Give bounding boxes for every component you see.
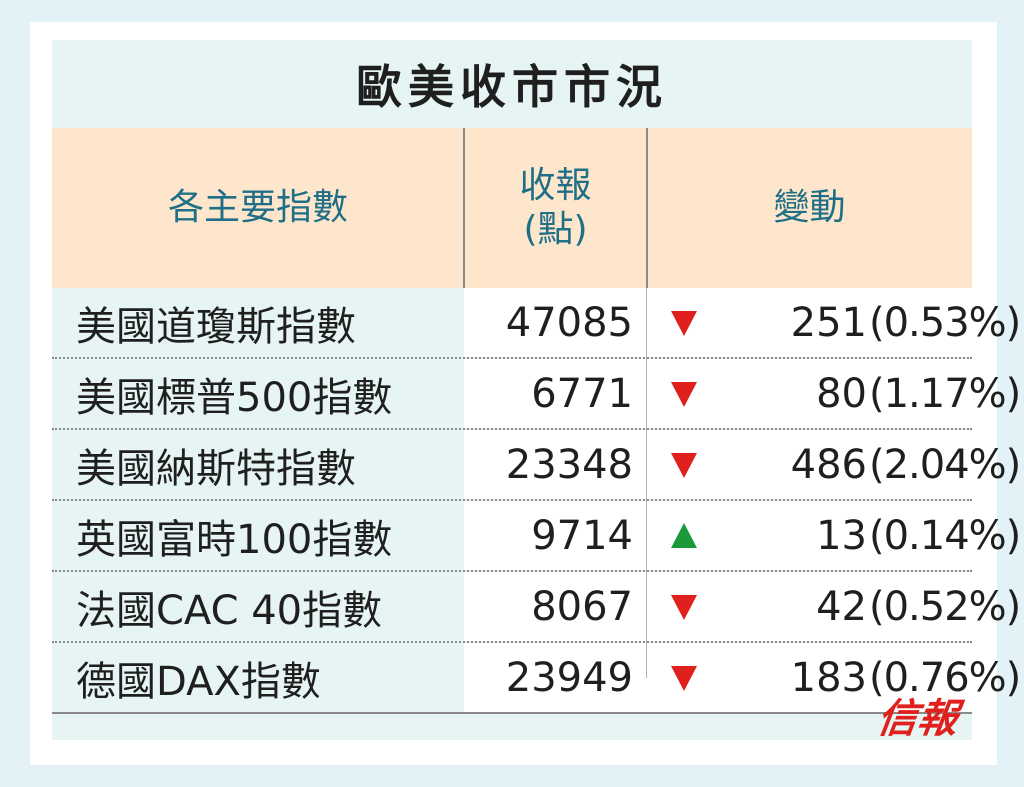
table-row: 德國DAX指數 23949 183 (0.76%): [52, 643, 1021, 714]
close-value: 23348: [464, 430, 647, 499]
change-cell: 251 (0.53%): [647, 288, 1021, 357]
index-name: 美國道瓊斯指數: [52, 288, 464, 357]
index-name: 法國CAC 40指數: [52, 572, 464, 641]
change-points: 486: [790, 441, 867, 488]
change-points: 183: [790, 654, 867, 701]
header-change-label: 變動: [773, 187, 846, 228]
change-percent: (0.53%): [869, 299, 1021, 346]
triangle-down-icon: [671, 595, 697, 620]
triangle-down-icon: [671, 453, 697, 478]
change-cell: 183 (0.76%): [647, 643, 1021, 712]
change-percent: (0.52%): [869, 583, 1021, 630]
index-name: 美國標普500指數: [52, 359, 464, 428]
triangle-down-icon: [671, 666, 697, 691]
footer: 信報: [52, 680, 972, 742]
market-table-panel: 歐美收市市況 各主要指數 收報 (點) 變動 美國道瓊斯指數 47085 251 (0…: [52, 40, 1021, 742]
table-row: 英國富時100指數 9714 13 (0.14%): [52, 501, 1021, 572]
change-cell: 486 (2.04%): [647, 430, 1021, 499]
change-percent: (2.04%): [869, 441, 1021, 488]
logo: 信報: [874, 695, 961, 742]
index-name: 美國納斯特指數: [52, 430, 464, 499]
header-index-name-label: 各主要指數: [167, 187, 348, 228]
header-close-unit: (點): [523, 209, 588, 250]
column-divider: [463, 128, 465, 288]
index-name: 英國富時100指數: [52, 501, 464, 570]
header-change: 變動: [647, 128, 972, 288]
table-row: 美國道瓊斯指數 47085 251 (0.53%): [52, 288, 1021, 359]
table-header: 各主要指數 收報 (點) 變動: [52, 128, 972, 288]
page-title: 歐美收市市況: [356, 60, 668, 114]
column-divider: [646, 128, 648, 288]
table-row: 美國標普500指數 6771 80 (1.17%): [52, 359, 1021, 430]
change-percent: (1.17%): [869, 370, 1021, 417]
change-points: 13: [816, 512, 867, 559]
close-value: 47085: [464, 288, 647, 357]
index-name: 德國DAX指數: [52, 643, 464, 712]
header-close: 收報 (點): [464, 128, 647, 288]
triangle-down-icon: [671, 311, 697, 336]
triangle-up-icon: [671, 523, 697, 548]
column-divider: [646, 288, 647, 678]
close-value: 8067: [464, 572, 647, 641]
change-percent: (0.76%): [869, 654, 1021, 701]
change-cell: 42 (0.52%): [647, 572, 1021, 641]
table-row: 法國CAC 40指數 8067 42 (0.52%): [52, 572, 1021, 643]
header-close-label: 收報: [519, 165, 592, 206]
change-cell: 13 (0.14%): [647, 501, 1021, 570]
triangle-down-icon: [671, 382, 697, 407]
change-points: 42: [816, 583, 867, 630]
close-value: 6771: [464, 359, 647, 428]
close-value: 23949: [464, 643, 647, 712]
change-points: 80: [816, 370, 867, 417]
change-points: 251: [790, 299, 867, 346]
table-row: 美國納斯特指數 23348 486 (2.04%): [52, 430, 1021, 501]
change-cell: 80 (1.17%): [647, 359, 1021, 428]
header-index-name: 各主要指數: [52, 128, 464, 288]
change-percent: (0.14%): [869, 512, 1021, 559]
close-value: 9714: [464, 501, 647, 570]
